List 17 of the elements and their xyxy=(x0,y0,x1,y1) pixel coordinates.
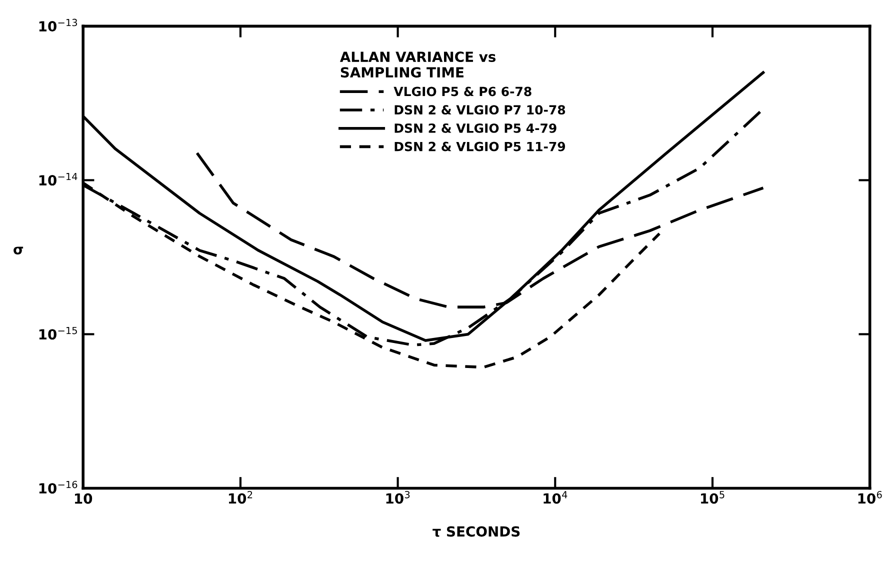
x-axis-title: τ SECONDS xyxy=(432,526,520,537)
legend-label: VLGIO P5 & P6 6-78 xyxy=(394,86,532,96)
y-tick-label: 10$^{−13}$ xyxy=(39,18,78,32)
y-tick-label: 10$^{−14}$ xyxy=(39,172,78,186)
x-tick-label: 10$^{2}$ xyxy=(228,490,252,504)
x-tick-label: 10$^{5}$ xyxy=(701,491,724,504)
y-axis-title: σ xyxy=(14,246,24,254)
x-tick-label: 10$^{6}$ xyxy=(858,490,882,504)
x-tick-label: 10 xyxy=(75,493,92,504)
y-tick-label: 10$^{−15}$ xyxy=(39,326,77,340)
x-tick-label: 10$^{4}$ xyxy=(544,491,568,504)
legend-label: DSN 2 & VLGIO P7 10-78 xyxy=(394,105,566,115)
x-tick-label: 10$^{3}$ xyxy=(386,490,410,504)
legend-label: DSN 2 & VLGIO P5 11-79 xyxy=(394,142,566,152)
legend-label: DSN 2 & VLGIO P5 4-79 xyxy=(394,123,556,133)
legend-title: ALLAN VARIANCE vs SAMPLING TIME xyxy=(340,52,496,78)
y-tick-label: 10$^{−16}$ xyxy=(39,480,78,494)
